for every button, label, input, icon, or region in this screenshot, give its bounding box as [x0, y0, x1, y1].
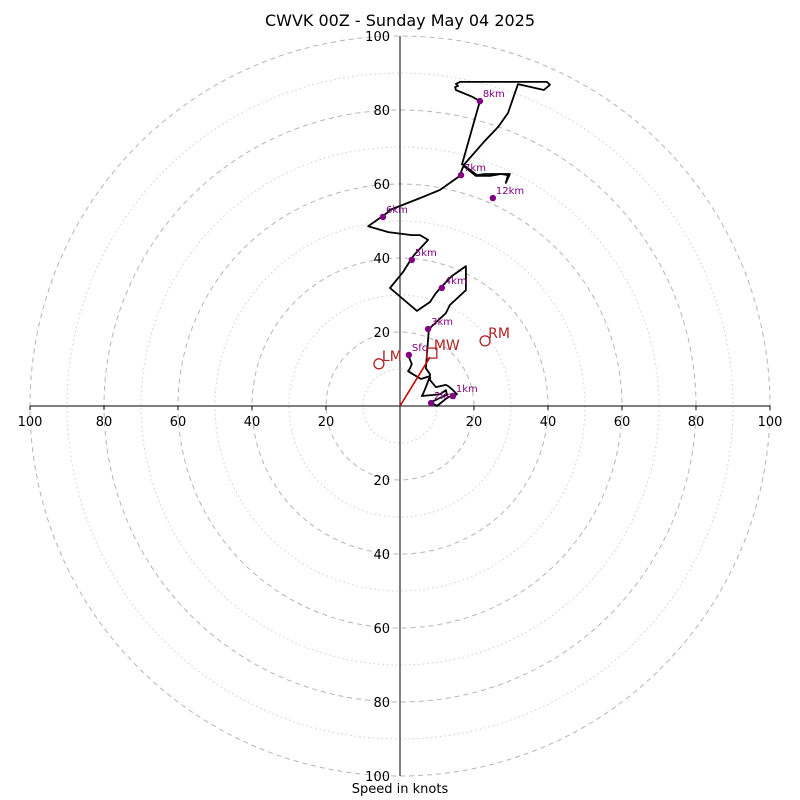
height-marker-point — [408, 256, 416, 264]
storm-label-lm: LM — [382, 349, 402, 365]
x-axis-label: Speed in knots — [351, 782, 449, 797]
height-marker-point — [379, 213, 387, 221]
y-tick-label: 80 — [373, 104, 390, 119]
wind-trace — [367, 81, 551, 407]
height-marker-point — [476, 97, 484, 105]
storm-motion-vector — [399, 356, 431, 407]
height-marker-point — [449, 392, 457, 400]
tick-labels: 100 80 60 40 20 20 40 60 80 100 100 80 60 40 20 20 40 60 8… — [18, 30, 783, 785]
storm-label-rm: RM — [488, 326, 510, 342]
height-marker-point — [489, 194, 497, 202]
height-marker-label: 4km — [445, 276, 467, 287]
y-tick-label: 20 — [373, 474, 390, 489]
x-tick-label: 40 — [244, 415, 261, 430]
storm-marker-mw — [426, 347, 438, 359]
height-marker-label: 3km — [431, 317, 453, 328]
height-marker-point — [405, 351, 413, 359]
y-tick-label: 20 — [373, 326, 390, 341]
height-marker-point — [438, 284, 446, 292]
height-marker-point — [424, 325, 432, 333]
y-tick-label: 100 — [365, 30, 390, 45]
x-tick-label: 40 — [540, 415, 557, 430]
height-marker-label: 7km — [464, 163, 486, 174]
chart-title: CWVK 00Z - Sunday May 04 2025 — [264, 11, 536, 30]
height-marker-label: 12km — [496, 186, 524, 197]
y-tick-label: 60 — [373, 622, 390, 637]
height-marker-label: 8km — [483, 89, 505, 100]
storm-label-mw: MW — [434, 338, 460, 354]
storm-marker-rm — [479, 335, 491, 347]
x-tick-label: 60 — [170, 415, 187, 430]
x-tick-label: 20 — [466, 415, 483, 430]
y-tick-label: 40 — [373, 548, 390, 563]
storm-motion: RM LM MW — [373, 326, 510, 407]
x-tick-label: 20 — [318, 415, 335, 430]
y-tick-label: 80 — [373, 696, 390, 711]
storm-marker-lm — [373, 358, 385, 370]
x-tick-label: 100 — [18, 415, 43, 430]
x-tick-label: 80 — [688, 415, 705, 430]
y-tick-label: 40 — [373, 252, 390, 267]
height-marker-point — [457, 171, 465, 179]
wind-trace-line — [367, 81, 551, 407]
y-tick-label: 60 — [373, 178, 390, 193]
height-marker-label: 2km — [434, 391, 456, 402]
y-tick-label: 100 — [365, 770, 390, 785]
height-marker-label: Sfc — [412, 343, 427, 354]
x-tick-label: 80 — [96, 415, 113, 430]
height-marker-label: 1km — [456, 384, 478, 395]
height-marker-point — [427, 399, 435, 407]
height-marker-label: 6km — [386, 205, 408, 216]
x-tick-label: 60 — [614, 415, 631, 430]
height-marker-label: 5km — [415, 248, 437, 259]
x-tick-label: 100 — [758, 415, 783, 430]
